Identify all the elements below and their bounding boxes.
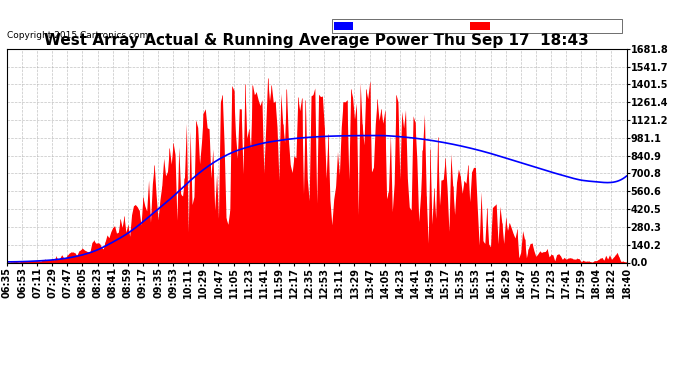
Legend: Average  (DC Watts), West Array  (DC Watts): Average (DC Watts), West Array (DC Watts… bbox=[332, 20, 622, 33]
Text: Copyright 2015 Cartronics.com: Copyright 2015 Cartronics.com bbox=[7, 31, 148, 40]
Title: West Array Actual & Running Average Power Thu Sep 17  18:43: West Array Actual & Running Average Powe… bbox=[44, 33, 589, 48]
